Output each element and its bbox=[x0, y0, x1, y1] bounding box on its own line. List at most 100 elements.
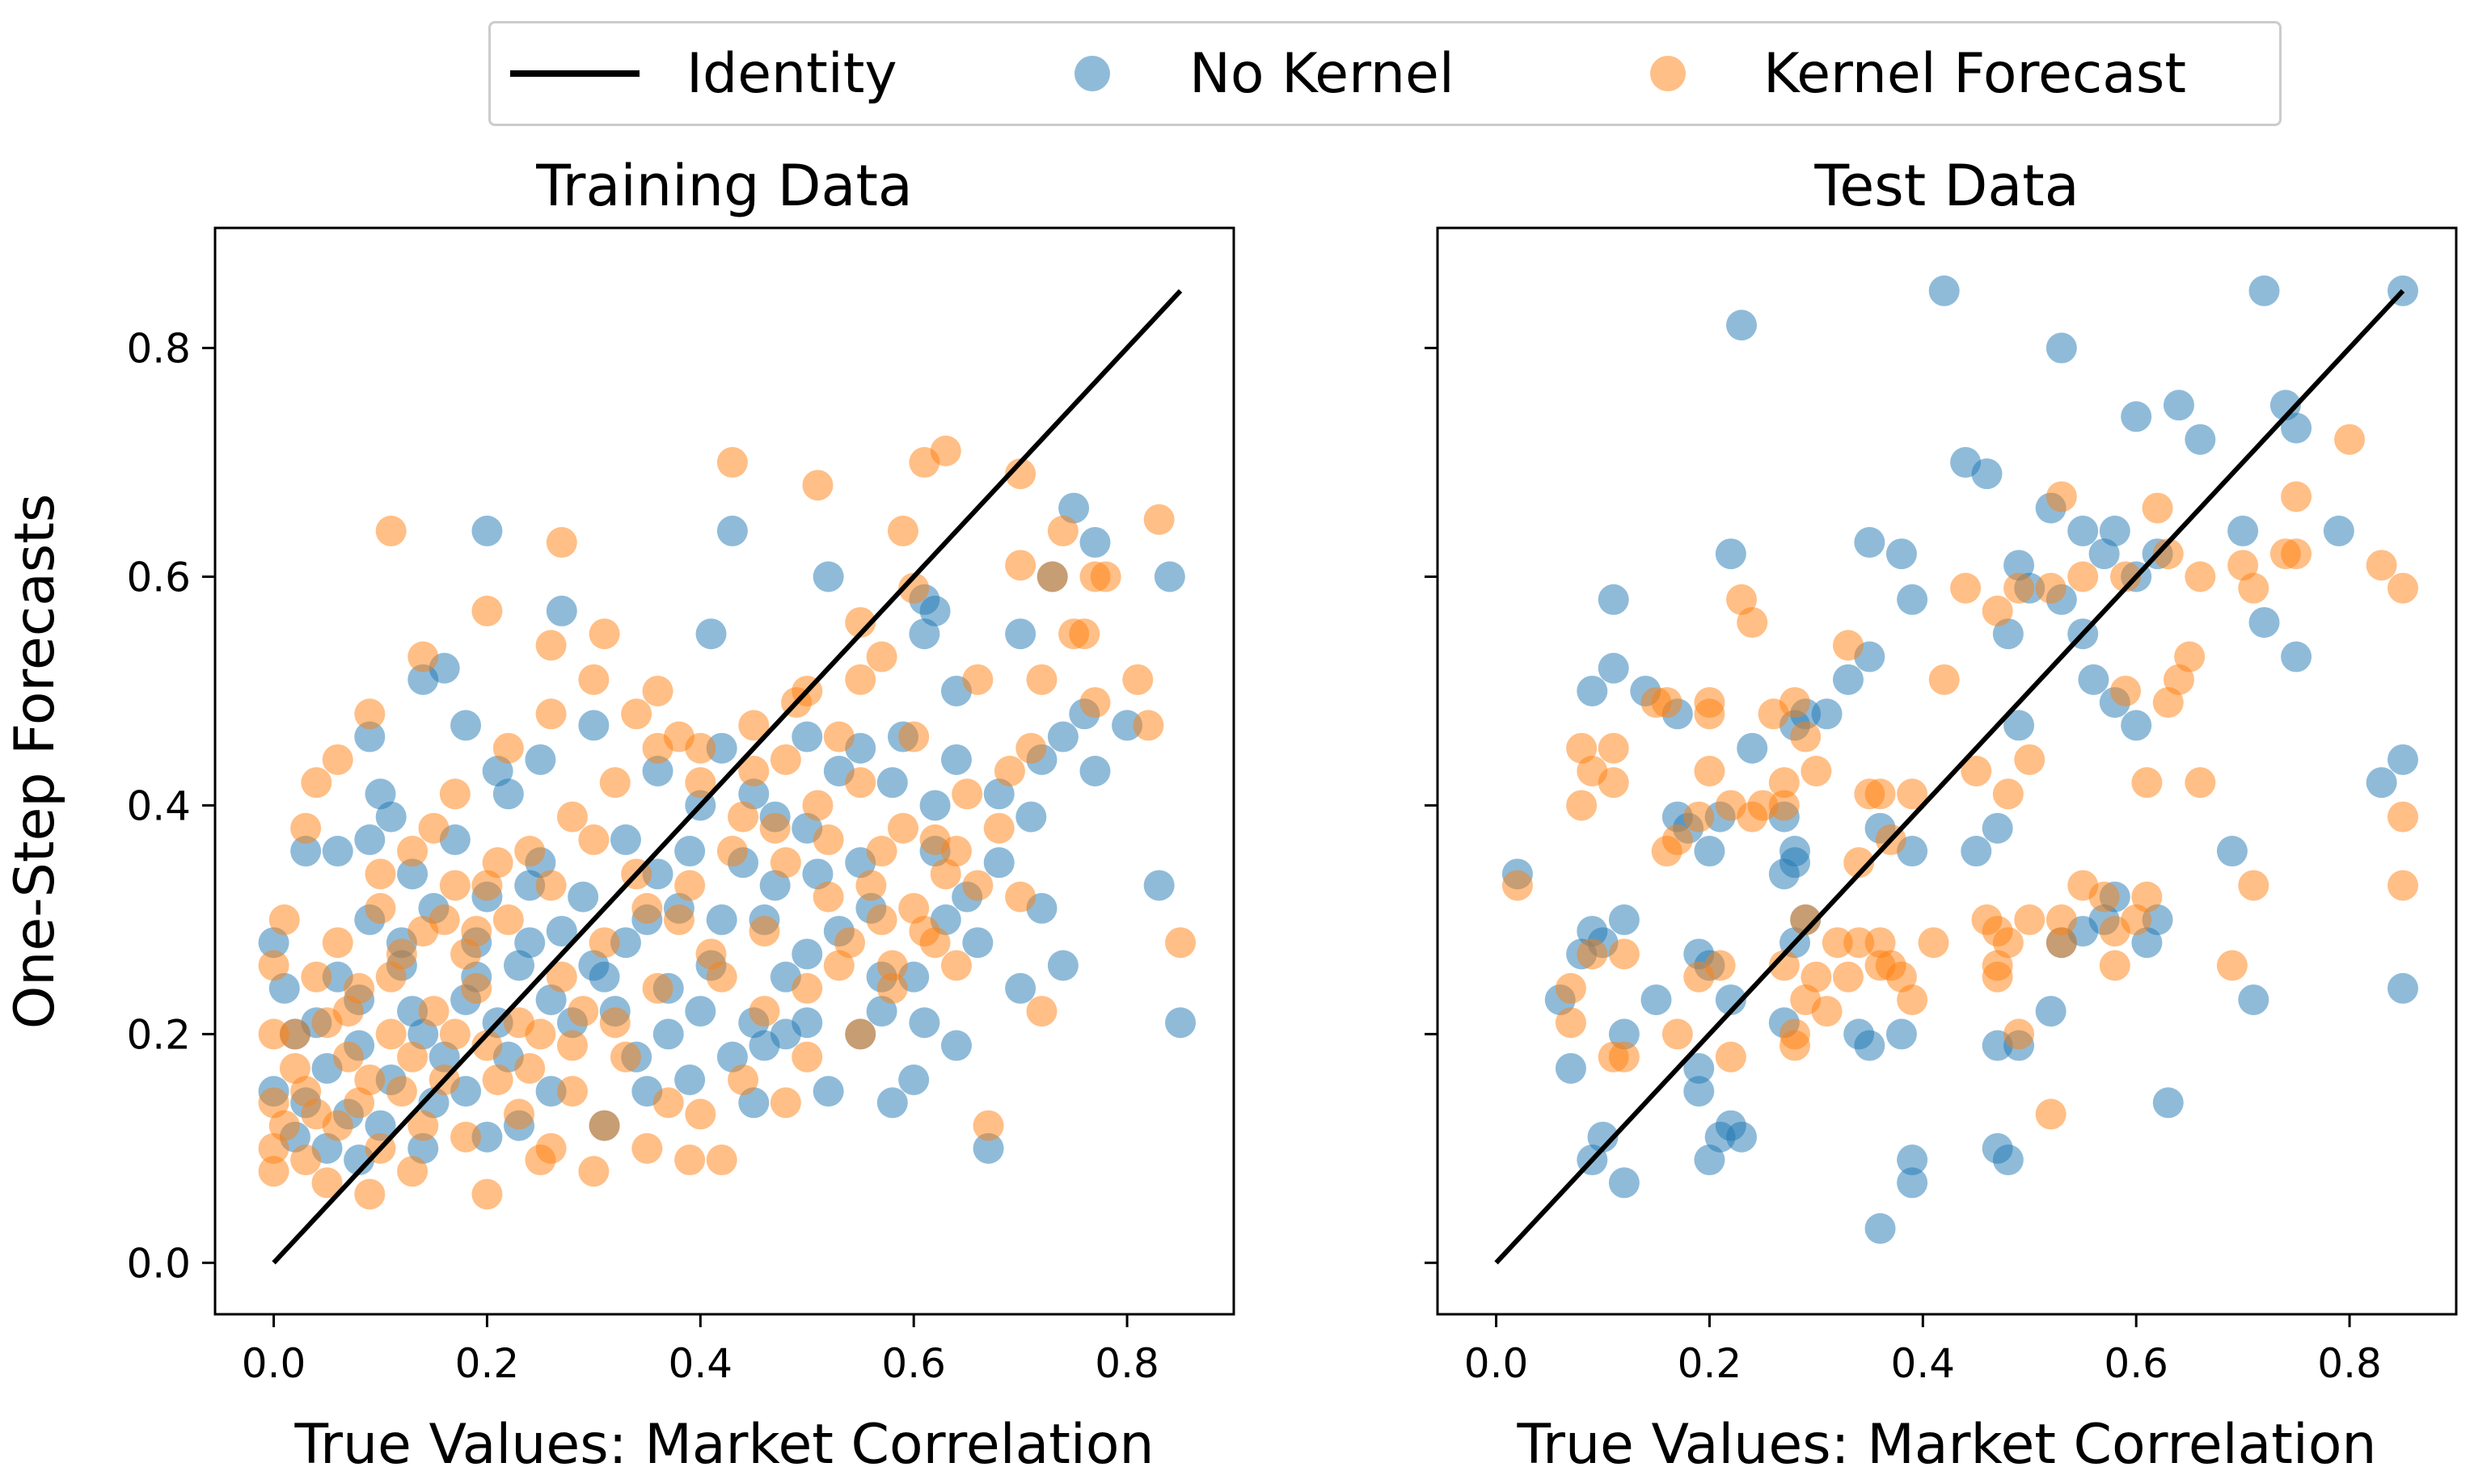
y-axis-label: One-Step Forecasts bbox=[3, 494, 67, 1030]
legend: Identity No Kernel Kernel Forecast bbox=[488, 21, 2282, 126]
kernel-point bbox=[919, 927, 951, 959]
kernel-point bbox=[2121, 904, 2152, 935]
kernel-point bbox=[471, 1178, 503, 1210]
kernel-point bbox=[2142, 492, 2173, 524]
no-kernel-point bbox=[1832, 664, 1864, 695]
kernel-point bbox=[2109, 675, 2141, 706]
kernel-point bbox=[1832, 961, 1864, 993]
kernel-point bbox=[1801, 961, 1832, 993]
kernel-point bbox=[2387, 572, 2419, 604]
kernel-point bbox=[354, 698, 386, 730]
no-kernel-point bbox=[1715, 984, 1746, 1015]
no-kernel-point bbox=[909, 618, 940, 650]
kernel-point bbox=[599, 767, 631, 799]
legend-item-kernel: Kernel Forecast bbox=[1650, 23, 2186, 124]
kernel-point bbox=[866, 641, 897, 672]
no-kernel-point bbox=[407, 1018, 439, 1050]
x-tick-label: 0.6 bbox=[881, 1340, 946, 1387]
no-kernel-point bbox=[919, 790, 951, 821]
kernel-point bbox=[578, 1156, 610, 1187]
legend-label-identity: Identity bbox=[686, 41, 897, 106]
no-kernel-point bbox=[2152, 1087, 2184, 1119]
kernel-point bbox=[311, 1167, 343, 1199]
kernel-point bbox=[1661, 1018, 1693, 1050]
no-kernel-point bbox=[535, 984, 567, 1015]
kernel-point bbox=[344, 972, 375, 1004]
no-kernel-point bbox=[504, 950, 535, 981]
chart-title: Training Data bbox=[535, 153, 913, 219]
kernel-point bbox=[887, 515, 918, 546]
kernel-point bbox=[1651, 687, 1682, 719]
kernel-point bbox=[2014, 904, 2045, 935]
kernel-point bbox=[1928, 664, 1960, 695]
no-kernel-point bbox=[2248, 607, 2280, 639]
kernel-point bbox=[599, 1007, 631, 1039]
kernel-point bbox=[728, 801, 759, 833]
no-kernel-point bbox=[397, 996, 429, 1027]
kernel-point bbox=[1555, 972, 1586, 1004]
kernel-point bbox=[845, 607, 876, 639]
no-kernel-point bbox=[1928, 275, 1960, 306]
kernel-point bbox=[375, 961, 407, 993]
kernel-point bbox=[845, 767, 876, 799]
no-kernel-point bbox=[802, 858, 834, 890]
kernel-point bbox=[1143, 504, 1175, 535]
no-kernel-point bbox=[1779, 847, 1810, 879]
kernel-point bbox=[397, 1041, 429, 1073]
kernel-point bbox=[504, 1098, 535, 1130]
kernel-point bbox=[1090, 561, 1121, 592]
kernel-point bbox=[738, 710, 770, 741]
kernel-point bbox=[461, 916, 492, 947]
kernel-point bbox=[663, 721, 694, 753]
kernel-point bbox=[1501, 870, 1533, 901]
no-kernel-point bbox=[2185, 424, 2216, 455]
kernel-point bbox=[621, 698, 652, 730]
kernel-point bbox=[1069, 618, 1100, 650]
kernel-point bbox=[685, 1098, 716, 1130]
kernel-point bbox=[876, 972, 908, 1004]
no-kernel-point bbox=[2269, 390, 2301, 421]
kernel-point bbox=[652, 1087, 684, 1119]
kernel-point bbox=[2387, 801, 2419, 833]
kernel-point bbox=[1566, 732, 1598, 764]
axes-frame bbox=[1436, 226, 2458, 1316]
kernel-point bbox=[1790, 904, 1822, 935]
kernel-point bbox=[2281, 538, 2312, 570]
no-kernel-point bbox=[876, 767, 908, 799]
no-kernel-point bbox=[1971, 458, 2003, 490]
kernel-point bbox=[556, 1030, 588, 1061]
x-tick-label: 0.4 bbox=[1891, 1340, 1956, 1387]
no-kernel-point bbox=[1015, 801, 1047, 833]
kernel-point bbox=[1897, 984, 1928, 1015]
kernel-point bbox=[2366, 550, 2397, 581]
no-kernel-point bbox=[322, 836, 353, 867]
kernel-point bbox=[301, 961, 332, 993]
kernel-point bbox=[642, 972, 673, 1004]
no-kernel-point bbox=[792, 938, 823, 970]
kernel-point bbox=[1694, 687, 1725, 719]
no-kernel-point bbox=[1608, 904, 1640, 935]
kernel-point bbox=[642, 675, 673, 706]
kernel-point bbox=[535, 698, 567, 730]
kernel-point bbox=[685, 767, 716, 799]
kernel-point bbox=[2003, 1018, 2035, 1050]
kernel-point bbox=[258, 950, 289, 981]
no-kernel-point bbox=[546, 916, 577, 947]
no-kernel-point bbox=[716, 515, 748, 546]
kernel-point bbox=[2152, 538, 2184, 570]
kernel-point bbox=[578, 824, 610, 855]
kernel-point bbox=[1790, 721, 1822, 753]
no-kernel-point bbox=[514, 870, 546, 901]
no-kernel-point bbox=[1726, 1121, 1758, 1153]
no-kernel-point bbox=[610, 927, 641, 959]
kernel-point bbox=[898, 892, 930, 924]
no-kernel-point bbox=[1577, 675, 1608, 706]
kernel-point bbox=[887, 812, 918, 844]
no-kernel-point bbox=[268, 972, 300, 1004]
kernel-point bbox=[2281, 481, 2312, 512]
kernel-point bbox=[397, 836, 429, 867]
no-kernel-point bbox=[2163, 390, 2194, 421]
kernel-point bbox=[695, 938, 727, 970]
plot-area bbox=[258, 289, 1197, 1265]
kernel-point bbox=[1026, 996, 1058, 1027]
